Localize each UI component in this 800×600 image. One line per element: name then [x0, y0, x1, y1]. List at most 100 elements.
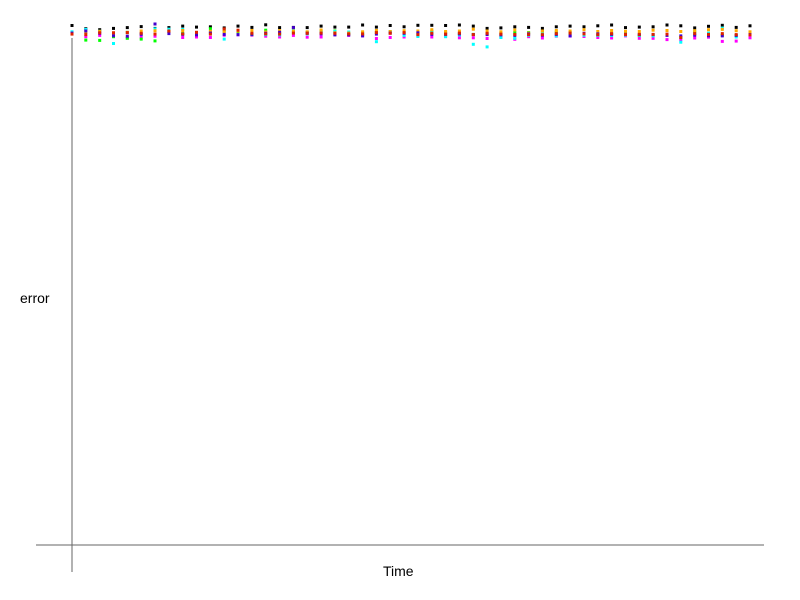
- data-point-s5-19: [333, 33, 337, 37]
- data-point-s6-11: [222, 27, 226, 31]
- data-point-s0-14: [264, 23, 268, 27]
- data-point-s5-47: [720, 34, 724, 38]
- data-point-s5-16: [291, 26, 295, 30]
- data-point-s0-44: [679, 24, 683, 28]
- data-point-s2-6: [153, 39, 157, 43]
- data-point-s4-5: [139, 29, 143, 33]
- data-point-s6-44: [679, 36, 683, 39]
- data-point-s4-8: [181, 29, 185, 32]
- data-point-s6-7: [167, 29, 171, 33]
- data-point-s4-36: [568, 29, 572, 33]
- data-point-s6-39: [610, 32, 614, 36]
- data-point-s2-32: [513, 31, 517, 35]
- data-point-s6-8: [181, 32, 185, 36]
- data-point-s6-48: [734, 33, 738, 37]
- data-point-s4-44: [679, 30, 683, 33]
- data-point-s0-48: [734, 25, 738, 29]
- data-point-s3-24: [402, 33, 406, 37]
- data-point-s0-12: [236, 24, 240, 28]
- data-point-s5-11: [222, 32, 226, 36]
- data-point-s4-6: [153, 29, 157, 33]
- data-point-s3-48: [734, 35, 738, 39]
- data-point-s0-26: [430, 23, 434, 27]
- data-point-s0-8: [181, 24, 185, 28]
- data-point-s6-5: [139, 31, 143, 35]
- data-point-s0-39: [610, 23, 614, 27]
- data-point-s6-31: [499, 32, 503, 36]
- data-point-s0-30: [485, 26, 489, 30]
- data-point-s1-1: [84, 35, 88, 39]
- data-point-s4-42: [651, 28, 655, 32]
- data-point-s6-37: [582, 32, 586, 36]
- data-point-s4-22: [374, 29, 378, 32]
- data-point-s0-47: [720, 23, 724, 27]
- data-point-s4-15: [278, 29, 282, 33]
- data-point-s2-2: [98, 38, 102, 42]
- data-point-s6-42: [651, 32, 655, 36]
- data-point-s4-40: [624, 29, 627, 33]
- data-point-s6-46: [707, 32, 710, 36]
- data-point-s3-6: [153, 27, 157, 31]
- data-point-s6-27: [444, 32, 448, 36]
- data-point-s0-41: [637, 25, 641, 29]
- data-point-s6-43: [665, 32, 669, 36]
- data-point-s3-1: [84, 27, 88, 31]
- data-point-s6-6: [153, 32, 157, 36]
- data-point-s0-42: [651, 25, 655, 29]
- data-point-s0-31: [499, 26, 503, 30]
- data-point-s0-24: [402, 25, 406, 29]
- data-point-s4-13: [250, 29, 254, 32]
- data-point-s5-4: [125, 34, 129, 38]
- data-point-s1-18: [319, 35, 323, 39]
- data-point-s6-24: [402, 31, 406, 35]
- data-point-s6-15: [278, 32, 282, 36]
- data-point-s6-14: [264, 32, 268, 36]
- data-point-s6-21: [361, 32, 365, 36]
- data-point-s4-31: [499, 30, 503, 34]
- data-point-s6-26: [430, 31, 434, 35]
- data-point-s0-4: [125, 26, 129, 30]
- data-point-s1-30: [485, 37, 489, 40]
- data-point-s6-0: [70, 32, 74, 36]
- data-point-s0-15: [278, 26, 282, 30]
- data-point-s1-48: [734, 39, 738, 43]
- data-point-s0-36: [568, 24, 572, 28]
- data-point-s5-45: [693, 33, 697, 37]
- data-point-s4-47: [720, 27, 724, 31]
- data-point-s1-45: [693, 36, 697, 40]
- data-point-s6-22: [374, 31, 378, 35]
- data-point-s6-23: [388, 31, 392, 35]
- data-point-s1-2: [98, 33, 102, 37]
- data-point-s0-22: [374, 25, 378, 29]
- data-point-s0-28: [457, 23, 461, 27]
- data-point-s2-5: [139, 37, 143, 41]
- data-point-s1-15: [278, 35, 282, 39]
- data-point-s6-3: [112, 31, 115, 35]
- data-point-s1-8: [181, 36, 185, 39]
- data-point-s3-44: [679, 40, 683, 44]
- data-point-s6-45: [693, 32, 697, 36]
- data-point-s4-37: [582, 28, 586, 32]
- data-point-s0-29: [471, 24, 475, 28]
- data-point-s6-19: [333, 31, 337, 35]
- data-point-s1-23: [388, 36, 392, 39]
- data-point-s4-26: [430, 28, 434, 32]
- data-point-s1-34: [540, 36, 544, 40]
- data-point-s4-34: [540, 29, 544, 33]
- data-point-s0-40: [624, 26, 627, 30]
- data-point-s1-22: [374, 37, 378, 40]
- data-point-s0-45: [693, 26, 697, 30]
- data-point-s0-2: [98, 28, 102, 32]
- data-point-s4-35: [554, 29, 558, 32]
- data-point-s5-6: [153, 22, 157, 26]
- data-point-s3-11: [222, 37, 226, 41]
- data-point-s2-14: [264, 28, 268, 32]
- data-point-s1-26: [430, 35, 434, 39]
- data-point-s0-9: [195, 25, 198, 29]
- data-point-s1-6: [153, 34, 157, 38]
- data-point-s4-21: [361, 30, 365, 34]
- data-point-s1-43: [665, 38, 669, 42]
- data-point-s5-21: [361, 34, 365, 38]
- data-point-s5-7: [167, 32, 171, 36]
